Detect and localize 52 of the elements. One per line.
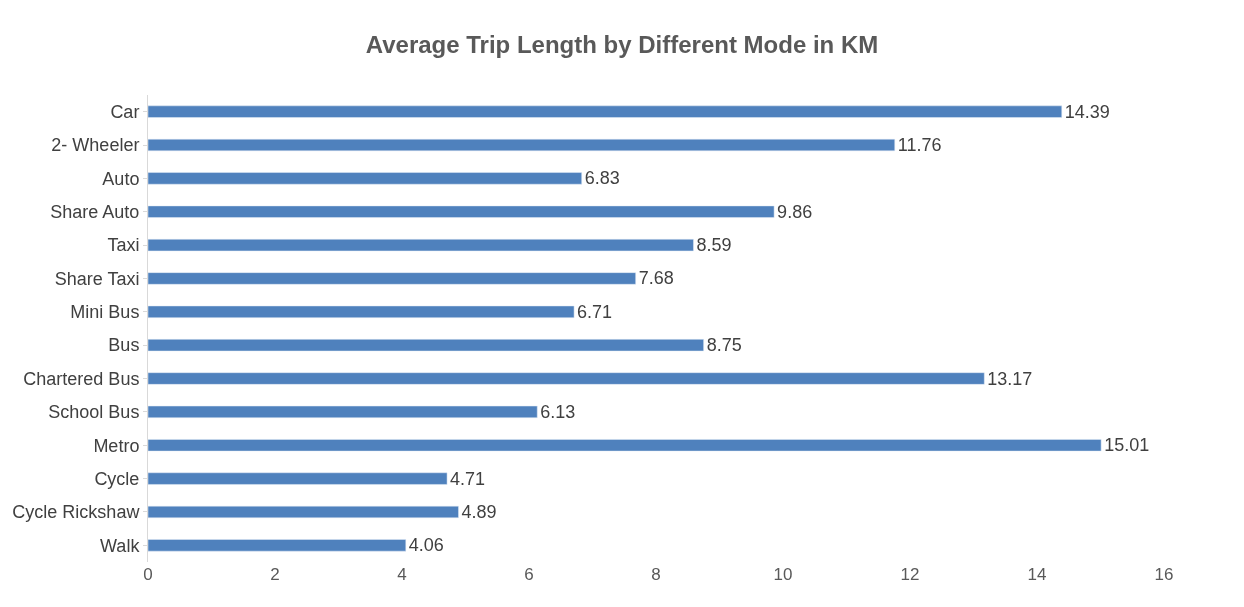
bar: [148, 439, 1102, 452]
chart-title: Average Trip Length by Different Mode in KM: [365, 31, 879, 59]
data-label: 8.75: [706, 335, 742, 356]
data-label: 6.83: [584, 168, 620, 189]
y-tick-label: Chartered Bus: [23, 368, 140, 389]
bar: [148, 505, 459, 519]
data-label: 7.68: [638, 268, 674, 289]
data-label: 15.01: [1104, 435, 1150, 456]
data-label: 8.59: [696, 235, 732, 256]
y-tick-label: Walk: [100, 535, 141, 556]
data-label: 4.06: [408, 535, 444, 556]
x-tick-label: 14: [1027, 565, 1047, 584]
data-label: 14.39: [1064, 101, 1110, 122]
y-tick-label: Share Taxi: [54, 268, 140, 289]
bar: [148, 272, 636, 285]
data-label: 6.71: [577, 301, 613, 322]
x-tick-label: 6: [524, 565, 534, 584]
y-tick-label: Mini Bus: [70, 302, 140, 323]
y-tick-label: Auto: [102, 168, 140, 189]
x-tick-label: 8: [651, 565, 661, 584]
y-tick-label: Cycle Rickshaw: [12, 502, 141, 523]
bar: [148, 105, 1063, 118]
y-tick-label: Share Auto: [50, 202, 140, 223]
bar: [148, 138, 896, 152]
data-label: 4.89: [461, 501, 497, 522]
bar: [148, 472, 448, 485]
bar: [148, 539, 407, 552]
y-tick-label: 2- Wheeler: [51, 135, 140, 156]
data-label: 13.17: [987, 368, 1033, 389]
data-label: 4.71: [450, 468, 486, 489]
bar: [148, 339, 704, 352]
y-tick-label: Taxi: [107, 235, 140, 256]
bar: [148, 239, 694, 252]
y-tick-label: School Bus: [48, 402, 140, 423]
bar: [148, 205, 775, 218]
data-label: 9.86: [777, 201, 813, 222]
x-tick-label: 2: [270, 565, 280, 584]
x-tick-label: 10: [773, 565, 793, 584]
x-tick-label: 0: [143, 565, 153, 584]
bar: [148, 305, 575, 318]
y-tick-label: Car: [110, 101, 140, 122]
y-tick-label: Metro: [93, 435, 140, 456]
y-tick-label: Bus: [108, 335, 140, 356]
x-tick-label: 12: [900, 565, 920, 584]
data-label: 6.13: [540, 401, 576, 422]
bar: [148, 405, 538, 418]
data-label: 11.76: [897, 135, 942, 156]
bar: [148, 372, 985, 385]
y-tick-label: Cycle: [94, 468, 140, 489]
x-tick-label: 4: [397, 565, 407, 584]
x-tick-label: 16: [1154, 565, 1174, 584]
bar: [148, 172, 582, 185]
